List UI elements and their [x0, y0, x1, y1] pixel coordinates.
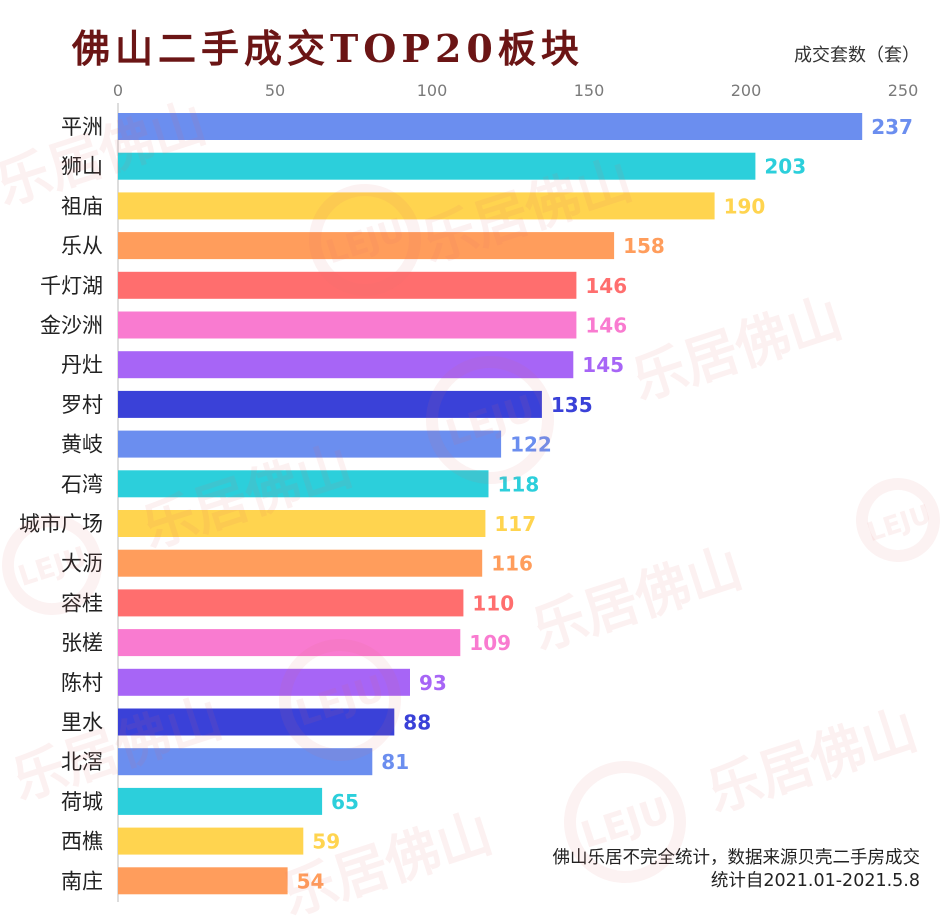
bar-9 — [118, 430, 502, 458]
bar-10 — [118, 470, 489, 498]
watermark-logo-ring — [856, 478, 940, 562]
category-label-19: 西樵 — [61, 830, 103, 854]
x-axis-label: 成交套数（套） — [794, 45, 920, 66]
x-tick-label-200: 200 — [731, 81, 762, 100]
bar-20 — [118, 867, 288, 895]
value-label-17: 81 — [381, 750, 409, 774]
category-label-10: 石湾 — [61, 472, 103, 496]
bar-17 — [118, 748, 373, 776]
watermark-logo-text: LEJU — [14, 540, 91, 593]
watermark-logo: LEJU — [564, 761, 686, 883]
bar-11 — [118, 510, 486, 537]
x-tick-label-50: 50 — [265, 81, 285, 100]
value-label-6: 146 — [585, 314, 627, 338]
x-tick-label-150: 150 — [574, 81, 605, 100]
category-label-4: 乐从 — [61, 234, 103, 258]
watermark-logo-ring — [309, 184, 421, 296]
value-label-19: 59 — [312, 830, 340, 854]
bar-15 — [118, 668, 410, 696]
value-label-5: 146 — [585, 274, 627, 298]
watermark-logo-ring — [564, 761, 686, 883]
watermark-text: 乐居佛山 — [625, 286, 850, 413]
x-tick-label-0: 0 — [113, 81, 123, 100]
value-label-20: 54 — [297, 869, 325, 893]
watermark-logo-ring — [2, 515, 102, 615]
bar-18 — [118, 787, 323, 815]
watermark-text: 乐居佛山 — [700, 698, 925, 825]
chart-title: 佛山二手成交TOP20板块 — [71, 26, 584, 71]
watermark-logo-ring — [426, 356, 554, 484]
x-axis-ticks: 0 50 100 150 200 250 — [113, 81, 918, 100]
footnote: 佛山乐居不完全统计，数据来源贝壳二手房成交 统计自2021.01-2021.5.… — [553, 848, 921, 891]
category-label-15: 陈村 — [61, 671, 103, 695]
category-label-16: 里水 — [61, 711, 103, 735]
bar-3 — [118, 192, 715, 220]
bar-16 — [118, 708, 395, 736]
watermark-logo-text: LEJU — [321, 210, 409, 271]
category-label-8: 罗村 — [61, 393, 103, 417]
category-label-6: 金沙洲 — [40, 314, 103, 338]
value-label-16: 88 — [403, 711, 431, 735]
value-label-3: 190 — [724, 194, 766, 218]
value-label-10: 118 — [498, 472, 540, 496]
value-label-8: 135 — [551, 393, 593, 417]
category-label-13: 容桂 — [61, 591, 103, 615]
watermark-text: 乐居佛山 — [525, 536, 750, 663]
bar-5 — [118, 271, 577, 299]
value-label-4: 158 — [623, 234, 665, 258]
category-label-14: 张槎 — [61, 631, 103, 655]
value-label-14: 109 — [469, 631, 511, 655]
bar-14 — [118, 629, 461, 657]
value-label-13: 110 — [472, 591, 514, 615]
category-label-2: 狮山 — [61, 155, 103, 179]
category-label-17: 北滘 — [61, 750, 103, 774]
bar-12 — [118, 549, 483, 577]
value-label-12: 116 — [491, 552, 533, 576]
value-label-15: 93 — [419, 671, 447, 695]
value-label-7: 145 — [582, 353, 624, 377]
bar-1 — [118, 113, 863, 140]
watermark-text: 乐居佛山 — [275, 801, 500, 921]
bar-6 — [118, 311, 577, 339]
bar-19 — [118, 827, 304, 855]
x-tick-label-100: 100 — [417, 81, 448, 100]
watermark-logo-text: LEJU — [576, 790, 674, 857]
watermark-logo-ring — [279, 639, 401, 761]
category-label-18: 荷城 — [61, 790, 103, 814]
category-label-11: 城市广场 — [19, 512, 103, 536]
category-label-12: 大沥 — [61, 552, 103, 576]
value-labels: 237 203 190 158 146 146 145 135 122 118 117 116 110 1… — [297, 115, 913, 893]
bars — [118, 113, 863, 895]
category-label-7: 丹灶 — [61, 353, 103, 377]
category-label-9: 黄岐 — [61, 433, 103, 457]
x-tick-label-250: 250 — [888, 81, 919, 100]
category-label-20: 南庄 — [61, 869, 103, 893]
bar-4 — [118, 232, 615, 260]
bar-8 — [118, 390, 542, 418]
value-label-2: 203 — [764, 155, 806, 179]
bar-13 — [118, 589, 464, 617]
category-label-3: 祖庙 — [61, 194, 103, 218]
bar-7 — [118, 351, 574, 379]
value-label-11: 117 — [494, 512, 536, 536]
watermark-logo: LEJU — [856, 478, 940, 562]
value-label-18: 65 — [331, 790, 359, 814]
category-label-1: 平洲 — [61, 115, 103, 139]
category-labels: 平洲狮山祖庙乐从千灯湖金沙洲丹灶罗村黄岐石湾城市广场大沥容桂张槎陈村里水北滘荷城… — [19, 115, 103, 893]
category-label-5: 千灯湖 — [40, 274, 103, 298]
footnote-line-2: 统计自2021.01-2021.5.8 — [711, 871, 920, 891]
footnote-line-1: 佛山乐居不完全统计，数据来源贝壳二手房成交 — [553, 848, 921, 868]
value-label-1: 237 — [871, 115, 913, 139]
value-label-9: 122 — [510, 433, 552, 457]
bar-2 — [118, 152, 756, 180]
